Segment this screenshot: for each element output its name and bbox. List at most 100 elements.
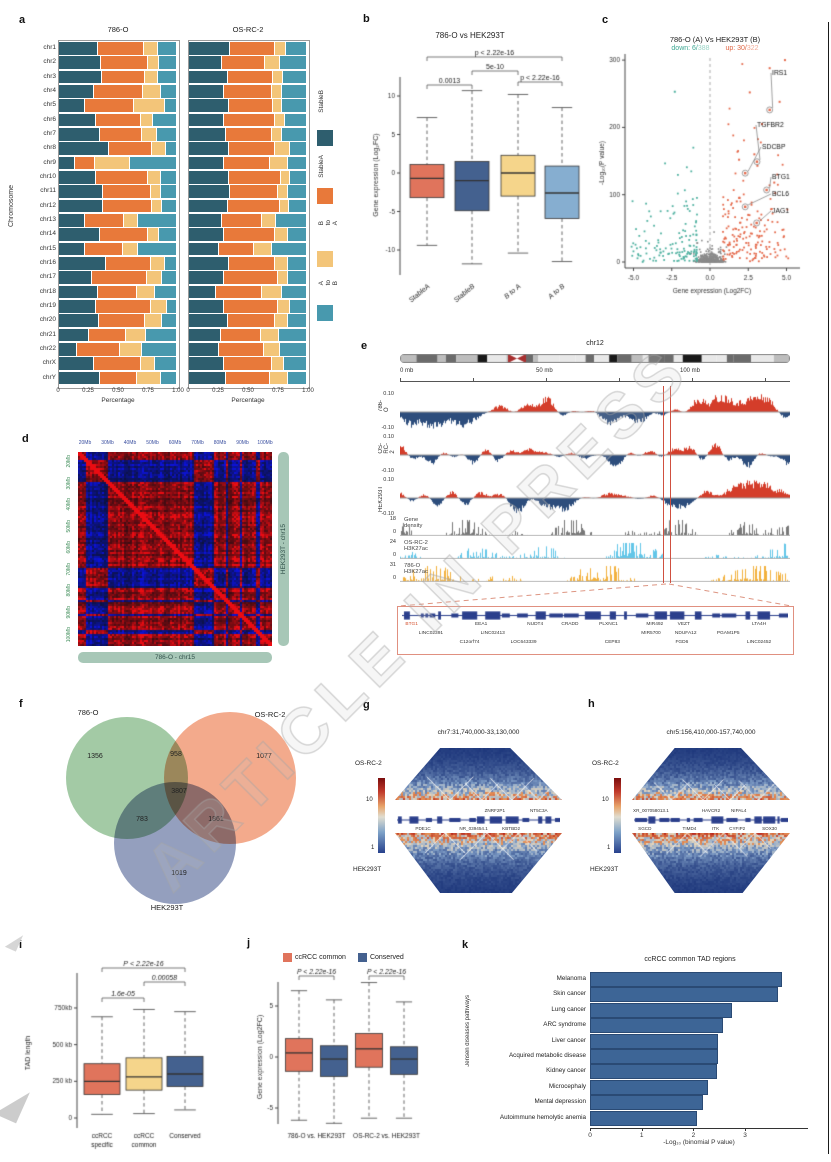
panel-a-chart-frame-786O	[58, 40, 180, 389]
bar-segment	[224, 156, 270, 170]
bar-segment	[287, 314, 307, 328]
gene-label-FGD6: FGD6	[675, 640, 689, 645]
gene-label-PGAM1P5: PGAM1P5	[716, 631, 740, 636]
chromosome-label: chr12	[39, 201, 56, 209]
stacked-bar-chr5	[59, 99, 177, 113]
bar-segment	[275, 113, 286, 127]
bar-segment	[285, 113, 307, 127]
gene-label-EEA1: EEA1	[474, 622, 488, 627]
bar-segment	[282, 285, 307, 299]
panel-g-bottom-cell: HEK293T	[353, 866, 382, 873]
bar-segment	[94, 357, 141, 371]
bar-segment	[229, 42, 276, 55]
panel-e-ideogram	[400, 354, 790, 363]
conserved-swatch	[357, 953, 367, 962]
bar-segment	[290, 299, 307, 313]
heatmap-left-tick: 50Mb	[66, 519, 72, 533]
bar-segment	[122, 242, 139, 256]
bar-segment	[189, 156, 225, 170]
panel-h-hic-top	[632, 748, 790, 800]
stacked-bar-chr1	[189, 42, 308, 55]
stacked-bar-chr21	[189, 328, 307, 342]
stacked-bar-chr8	[189, 142, 307, 156]
bar-segment	[189, 299, 225, 313]
track-HEK293T-canvas	[400, 478, 790, 518]
panel-a-title-786O: 786-O	[107, 25, 129, 34]
gene-label-LOC643339: LOC643339	[510, 640, 537, 645]
bar-segment	[284, 357, 308, 371]
gene-label-PDE1C: PDE1C	[415, 826, 431, 831]
axis-tick-label: 0.50	[112, 388, 124, 394]
heatmap-left-tick: 80Mb	[66, 584, 72, 597]
track-ymin: 0	[392, 552, 396, 558]
bar-segment	[97, 42, 145, 55]
bar-segment	[226, 127, 272, 141]
stacked-bar-chr11	[189, 185, 307, 199]
scale-tick	[546, 378, 547, 382]
gene-label-SOX30: SOX30	[762, 826, 777, 831]
bar-segment	[224, 357, 272, 371]
gene-label-NUDT4: NUDT4	[527, 622, 544, 627]
bar-segment	[282, 84, 308, 98]
bar-segment	[189, 142, 229, 156]
bar-segment	[227, 70, 274, 84]
bar-segment	[283, 70, 308, 84]
panel-h-colorbar-min: 1	[607, 845, 611, 851]
panel-e-zoom-connectors	[398, 583, 792, 607]
axis-tick-label: 0.25	[82, 388, 94, 394]
bar-segment	[151, 256, 165, 270]
track-ymin: 0	[392, 529, 396, 535]
stacked-bar-chr16	[59, 256, 177, 270]
bar-ARC-syndrome	[590, 1018, 723, 1034]
bar-segment	[77, 342, 121, 356]
heatmap-top-tick: 40Mb	[123, 440, 137, 446]
bar-segment	[269, 371, 288, 385]
bar-segment	[162, 314, 177, 328]
stacked-bar-chr4	[59, 84, 177, 98]
bar-segment	[277, 185, 288, 199]
stacked-bar-chrX	[59, 357, 177, 371]
bar-segment	[263, 342, 280, 356]
bar-segment	[125, 328, 147, 342]
heatmap-left-tick: 70Mb	[66, 562, 72, 576]
bar-segment	[189, 99, 229, 113]
track-name-786-O: 786-O	[378, 400, 390, 413]
bar-segment	[189, 328, 221, 342]
bar-segment	[273, 99, 283, 113]
stacked-bar-chr18	[59, 285, 177, 299]
bar-segment	[59, 113, 97, 127]
bar-segment	[147, 56, 159, 70]
stacked-bar-chr6	[189, 113, 307, 127]
panel-h-colorbar-max: 10	[602, 797, 609, 803]
bar-category-label: Autoimmune hemolytic anemia	[499, 1113, 586, 1121]
bar-segment	[137, 371, 162, 385]
venn-circle-HEK293T	[114, 782, 236, 904]
stacked-bar-chr8	[59, 142, 177, 156]
stacked-bar-chr16	[189, 256, 307, 270]
panel-g-title: chr7:31,740,000-33,130,000	[437, 729, 520, 736]
panel-label-e: e	[361, 340, 368, 352]
bar-segment	[282, 99, 307, 113]
stacked-bar-chr19	[59, 299, 178, 313]
panel-a-ylabel: Chromosome	[8, 185, 15, 228]
panel-h-top-cell: OS-RC-2	[592, 760, 619, 767]
panel-g-colorbar	[378, 778, 385, 853]
conserved-label: Conserved	[369, 954, 404, 961]
heatmap-top-tick: 20Mb	[78, 440, 92, 446]
gene-label-KBTBD2: KBTBD2	[502, 826, 521, 831]
bar-segment	[273, 70, 284, 84]
bar-segment	[224, 299, 278, 313]
bar-segment	[88, 328, 126, 342]
stacked-bar-chr6	[59, 113, 177, 127]
stacked-bar-chr9	[189, 156, 307, 170]
panel-d-bottom-label: 786-O - chr15	[154, 654, 196, 661]
panel-a-xlabel-2: Percentage	[231, 397, 265, 404]
chromosome-label: chr15	[39, 244, 56, 252]
stacked-bar-chrY	[59, 371, 177, 385]
bar-segment	[261, 213, 277, 227]
gene-label-PLXNC1: PLXNC1	[599, 622, 618, 627]
bar-segment	[277, 299, 291, 313]
track-gene-density-canvas	[400, 518, 790, 536]
panel-k-title: ccRCC common TAD regions	[644, 956, 736, 963]
panel-a-xlabel-1: Percentage	[101, 397, 135, 404]
